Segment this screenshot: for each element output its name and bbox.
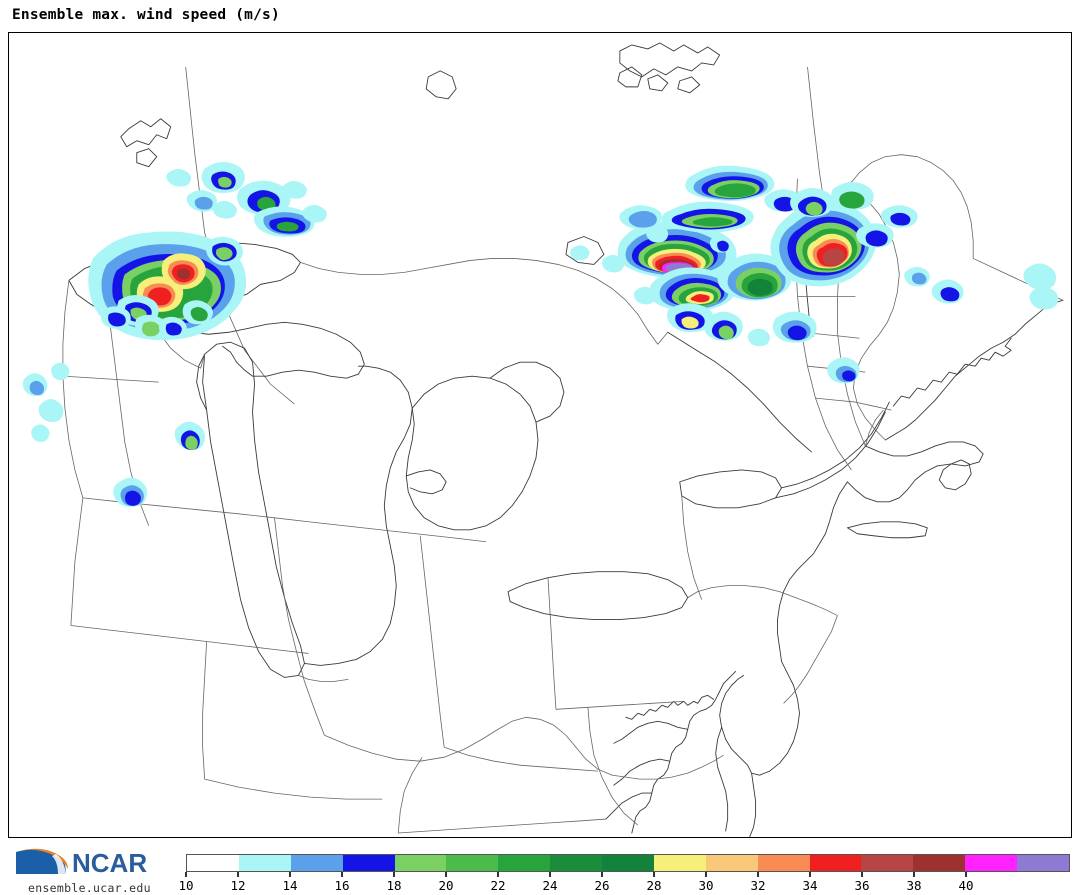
storm-cell-vermont-severe (770, 181, 894, 343)
colorbar-tick-label: 16 (334, 878, 350, 893)
colorbar-tick (653, 872, 655, 877)
colorbar-segment-1 (238, 855, 291, 871)
colorbar-segment-14 (913, 855, 966, 871)
colorbar-segment-9 (653, 855, 706, 871)
colorbar-segment-5 (446, 855, 499, 871)
header-bar: Ensemble max. wind speed (m/s) Init: Sun… (0, 0, 1080, 86)
colorbar-segment-15 (965, 855, 1017, 871)
colorbar-tick (757, 872, 759, 877)
colorbar-tick (705, 872, 707, 877)
map-canvas[interactable]: .coast{fill:none;stroke:#3a3a3a;stroke-w… (9, 33, 1071, 837)
colorbar-tick-label: 34 (802, 878, 818, 893)
colorbar-tick-label: 28 (646, 878, 662, 893)
colorbar-tick-label: 12 (230, 878, 246, 893)
colorbar-segment-12 (809, 855, 862, 871)
colorbar-ticks: 10 12 14 16 18 20 22 24 26 28 30 32 34 36 38 40 (0, 872, 1080, 894)
storm-cell-lake-michigan (22, 362, 205, 507)
colorbar-tick (445, 872, 447, 877)
geography-layer (62, 42, 1064, 837)
ncar-logo-mark: NCAR (16, 848, 147, 878)
colorbar-segment-13 (861, 855, 914, 871)
ncar-url-label: ensemble.ucar.edu (28, 881, 151, 895)
colorbar-tick (289, 872, 291, 877)
ncar-logo[interactable]: NCAR ensemble.ucar.edu (8, 844, 173, 895)
colorbar-tick-label: 36 (854, 878, 870, 893)
colorbar-segment-0 (187, 855, 239, 871)
colorbar-segment-11 (757, 855, 810, 871)
colorbar-tick-label: 18 (386, 878, 402, 893)
storm-cell-st-lawrence-cluster (649, 253, 792, 341)
colorbar-tick (393, 872, 395, 877)
colorbar-tick (341, 872, 343, 877)
colorbar-tick-label: 24 (542, 878, 558, 893)
colorbar-tick-label: 30 (698, 878, 714, 893)
colorbar-tick (185, 872, 187, 877)
colorbar-tick-label: 38 (906, 878, 922, 893)
colorbar-tick (549, 872, 551, 877)
wind-speed-contours (22, 162, 1059, 507)
colorbar-segment-2 (290, 855, 343, 871)
colorbar-segment-3 (342, 855, 395, 871)
colorbar-segment-10 (705, 855, 758, 871)
colorbar-segment-6 (498, 855, 551, 871)
colorbar-tick (809, 872, 811, 877)
colorbar-tick-label: 40 (958, 878, 974, 893)
ncar-wordmark: NCAR (72, 848, 147, 878)
colorbar-tick-label: 26 (594, 878, 610, 893)
storm-cell-scattered-specks (570, 224, 771, 347)
colorbar-tick-label: 14 (282, 878, 298, 893)
colorbar-tick-label: 22 (490, 878, 506, 893)
colorbar-tick (601, 872, 603, 877)
colorbar (186, 854, 1070, 872)
page-title: Ensemble max. wind speed (m/s) (12, 7, 280, 23)
storm-cell-ottawa-valley-severe (617, 220, 737, 279)
colorbar-tick-label: 20 (438, 878, 454, 893)
colorbar-segment-16 (1017, 855, 1069, 871)
storm-cell-northern-minnesota (166, 162, 327, 237)
storm-cell-ontario-bands (619, 165, 802, 233)
legend-bar: NCAR ensemble.ucar.edu 10 12 14 16 18 20 22 24 2… (0, 840, 1080, 895)
colorbar-tick (965, 872, 967, 877)
colorbar-segment-8 (602, 855, 654, 871)
colorbar-tick (861, 872, 863, 877)
storm-cell-new-england-weak (827, 205, 1059, 384)
colorbar-tick (497, 872, 499, 877)
colorbar-tick (237, 872, 239, 877)
map-panel[interactable]: .coast{fill:none;stroke:#3a3a3a;stroke-w… (8, 32, 1072, 838)
storm-cell-duluth-complex (88, 231, 247, 341)
colorbar-tick-label: 10 (178, 878, 194, 893)
colorbar-segment-7 (550, 855, 602, 871)
colorbar-segment-4 (394, 855, 447, 871)
colorbar-tick-label: 32 (750, 878, 766, 893)
colorbar-tick (913, 872, 915, 877)
